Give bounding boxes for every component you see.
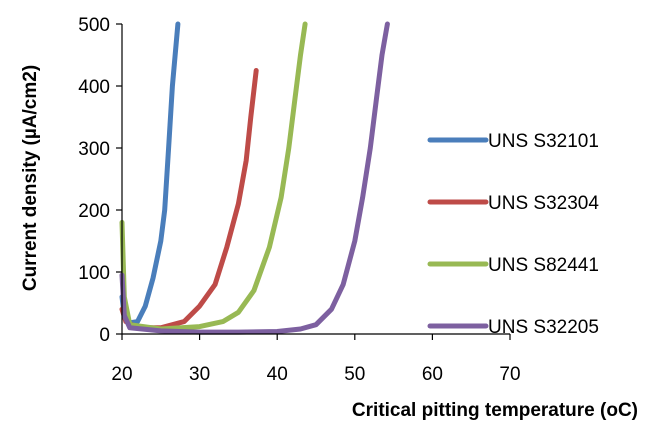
series-line-uns-s32101 <box>119 21 181 326</box>
series-lines <box>119 21 390 335</box>
y-tick-label: 500 <box>78 15 110 36</box>
y-tick-label: 200 <box>78 201 110 222</box>
x-tick-label: 50 <box>344 364 365 385</box>
series-line-uns-s82441 <box>119 21 308 332</box>
legend-label: UNS S32205 <box>488 317 599 338</box>
x-axis-title: Critical pitting temperature (oC) <box>352 400 638 421</box>
x-tick-label: 20 <box>111 364 132 385</box>
y-tick-label: 300 <box>78 139 110 160</box>
x-axis-ticks: 20 30 40 50 60 70 <box>111 334 521 385</box>
legend-label: UNS S32101 <box>488 131 599 152</box>
y-tick-label: 400 <box>78 77 110 98</box>
series-line-uns-s32205 <box>119 21 390 335</box>
y-tick-label: 0 <box>99 325 110 346</box>
x-tick-label: 70 <box>499 364 520 385</box>
x-tick-label: 40 <box>267 364 288 385</box>
y-axis-ticks: 0 100 200 300 400 500 <box>78 15 122 346</box>
y-axis-title: Current density (µA/cm2) <box>20 65 41 291</box>
legend-label: UNS S82441 <box>488 255 599 276</box>
x-tick-label: 30 <box>189 364 210 385</box>
legend-label: UNS S32304 <box>488 193 599 214</box>
x-tick-label: 60 <box>422 364 443 385</box>
legend: UNS S32101 UNS S32304 UNS S82441 UNS S32205 <box>427 131 599 338</box>
y-tick-label: 100 <box>78 263 110 284</box>
series-line-uns-s32304 <box>119 68 259 331</box>
